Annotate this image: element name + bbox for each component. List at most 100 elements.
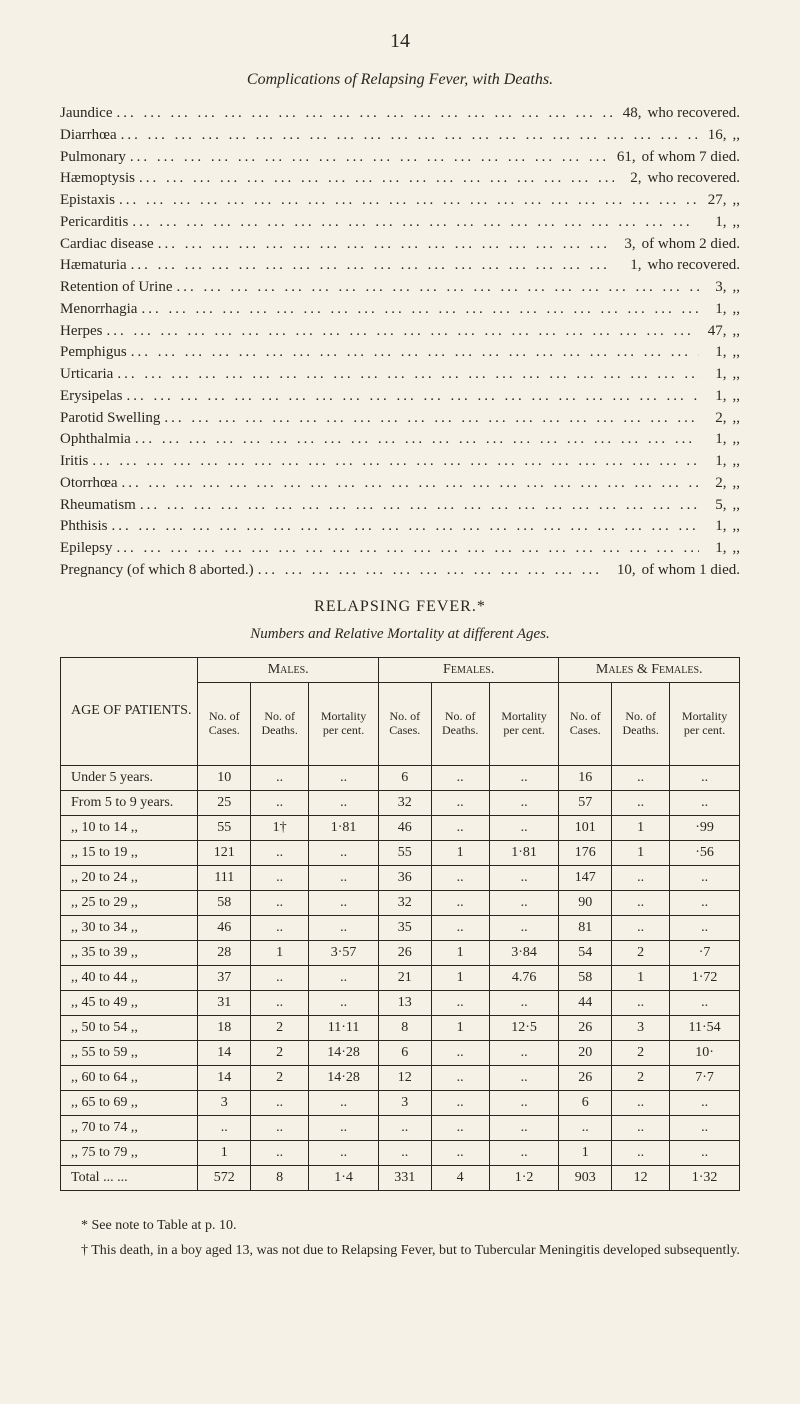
- complication-name: Hæmaturia: [60, 255, 127, 277]
- complication-name: Ophthalmia: [60, 429, 131, 451]
- age-cell: ,, 25 to 29 ,,: [61, 890, 198, 915]
- age-cell: ,, 75 to 79 ,,: [61, 1140, 198, 1165]
- complication-note: ,,: [733, 342, 741, 364]
- col-t-deaths: No. of Deaths.: [612, 682, 670, 765]
- num-cell: 26: [559, 1015, 612, 1040]
- complication-count: 3,: [608, 234, 642, 256]
- num-cell: ..: [612, 990, 670, 1015]
- leader-dots: ... ... ... ... ... ... ... ... ... ... …: [122, 386, 698, 408]
- complication-name: Jaundice: [60, 103, 112, 125]
- complication-note: of whom 1 died.: [642, 560, 740, 582]
- num-cell: ..: [612, 1115, 670, 1140]
- leader-dots: ... ... ... ... ... ... ... ... ... ... …: [113, 538, 699, 560]
- complication-note: ,,: [733, 408, 741, 430]
- num-cell: ..: [251, 865, 309, 890]
- complication-row: Pregnancy (of which 8 aborted.)... ... .…: [60, 560, 740, 582]
- num-cell: ..: [309, 1115, 379, 1140]
- complication-count: 61,: [608, 147, 642, 169]
- num-cell: 46: [378, 815, 431, 840]
- complication-count: 3,: [699, 277, 733, 299]
- num-cell: 46: [198, 915, 251, 940]
- num-cell: ..: [612, 890, 670, 915]
- num-cell: ..: [489, 765, 559, 790]
- num-cell: 1·72: [670, 965, 740, 990]
- num-cell: 111: [198, 865, 251, 890]
- complication-note: who recovered.: [648, 168, 740, 190]
- leader-dots: ... ... ... ... ... ... ... ... ... ... …: [113, 364, 698, 386]
- num-cell: ..: [612, 1140, 670, 1165]
- age-cell: ,, 35 to 39 ,,: [61, 940, 198, 965]
- footnote-2: † This death, in a boy aged 13, was not …: [60, 1240, 740, 1261]
- complication-count: 1,: [699, 342, 733, 364]
- complication-name: Diarrhœa: [60, 125, 117, 147]
- num-cell: 14: [198, 1065, 251, 1090]
- num-cell: 1: [612, 840, 670, 865]
- complication-count: 47,: [699, 321, 733, 343]
- num-cell: ..: [198, 1115, 251, 1140]
- num-cell: 1: [431, 840, 489, 865]
- complication-row: Epistaxis... ... ... ... ... ... ... ...…: [60, 190, 740, 212]
- complication-note: ,,: [733, 495, 741, 517]
- table-row: ,, 70 to 74 ,,..................: [61, 1115, 740, 1140]
- num-cell: ..: [309, 915, 379, 940]
- complication-note: who recovered.: [648, 255, 740, 277]
- num-cell: 12: [378, 1065, 431, 1090]
- num-cell: ..: [670, 865, 740, 890]
- num-cell: 55: [198, 815, 251, 840]
- leader-dots: ... ... ... ... ... ... ... ... ... ... …: [136, 495, 699, 517]
- complication-count: 1,: [699, 516, 733, 538]
- num-cell: ..: [670, 1140, 740, 1165]
- num-cell: ..: [251, 990, 309, 1015]
- complication-note: ,,: [733, 538, 741, 560]
- complication-name: Pemphigus: [60, 342, 127, 364]
- complication-row: Epilepsy... ... ... ... ... ... ... ... …: [60, 538, 740, 560]
- complication-row: Pulmonary... ... ... ... ... ... ... ...…: [60, 147, 740, 169]
- leader-dots: ... ... ... ... ... ... ... ... ... ... …: [108, 516, 699, 538]
- complication-name: Pericarditis: [60, 212, 128, 234]
- complication-count: 1,: [699, 299, 733, 321]
- num-cell: 10·: [670, 1040, 740, 1065]
- num-cell: 28: [198, 940, 251, 965]
- num-cell: ..: [489, 990, 559, 1015]
- num-cell: ..: [489, 915, 559, 940]
- num-cell: 31: [198, 990, 251, 1015]
- age-cell: ,, 40 to 44 ,,: [61, 965, 198, 990]
- complication-note: ,,: [733, 429, 741, 451]
- table-row: From 5 to 9 years.25....32....57....: [61, 790, 740, 815]
- complication-count: 2,: [614, 168, 648, 190]
- num-cell: 147: [559, 865, 612, 890]
- complication-count: 1,: [699, 212, 733, 234]
- complication-note: ,,: [733, 364, 741, 386]
- table-row: ,, 65 to 69 ,,3....3....6....: [61, 1090, 740, 1115]
- age-cell: ,, 60 to 64 ,,: [61, 1065, 198, 1090]
- leader-dots: ... ... ... ... ... ... ... ... ... ... …: [127, 342, 699, 364]
- num-cell: ·99: [670, 815, 740, 840]
- num-cell: 37: [198, 965, 251, 990]
- num-cell: ..: [251, 840, 309, 865]
- age-cell: From 5 to 9 years.: [61, 790, 198, 815]
- num-cell: ..: [612, 865, 670, 890]
- col-f-deaths: No. of Deaths.: [431, 682, 489, 765]
- num-cell: ..: [309, 1140, 379, 1165]
- num-cell: ..: [378, 1140, 431, 1165]
- num-cell: 1: [431, 1015, 489, 1040]
- num-cell: 6: [378, 1040, 431, 1065]
- complication-name: Hæmoptysis: [60, 168, 135, 190]
- num-cell: ..: [489, 890, 559, 915]
- age-cell: ,, 45 to 49 ,,: [61, 990, 198, 1015]
- num-cell: ..: [489, 1090, 559, 1115]
- num-cell: 1: [612, 815, 670, 840]
- complication-count: 1,: [699, 429, 733, 451]
- total-tC: 903: [559, 1165, 612, 1190]
- col-m-cases: No. of Cases.: [198, 682, 251, 765]
- complication-count: 1,: [614, 255, 648, 277]
- num-cell: ..: [612, 765, 670, 790]
- table-row: ,, 15 to 19 ,,121....5511·811761·56: [61, 840, 740, 865]
- num-cell: ..: [251, 1115, 309, 1140]
- num-cell: 44: [559, 990, 612, 1015]
- complication-note: ,,: [733, 516, 741, 538]
- num-cell: 58: [198, 890, 251, 915]
- num-cell: ..: [431, 1090, 489, 1115]
- complication-name: Pulmonary: [60, 147, 126, 169]
- num-cell: ..: [309, 890, 379, 915]
